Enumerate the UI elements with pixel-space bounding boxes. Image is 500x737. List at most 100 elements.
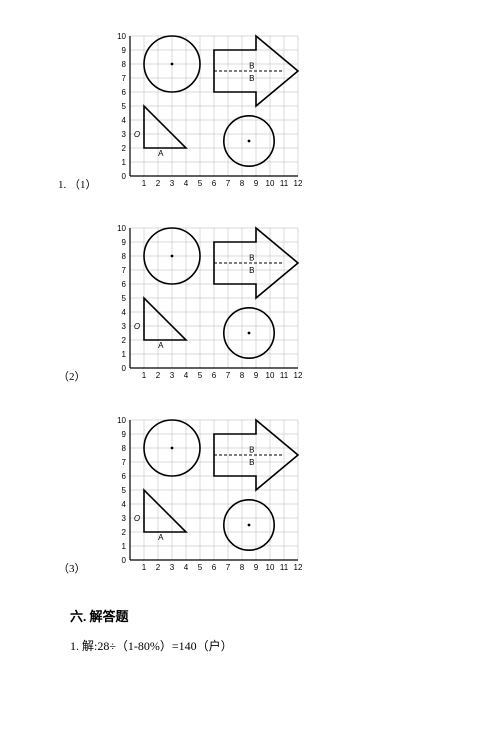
circle-center-dot — [248, 524, 251, 527]
y-tick-label: 5 — [122, 294, 127, 303]
x-tick-label: 2 — [156, 179, 161, 188]
y-tick-label: 3 — [122, 322, 127, 331]
triangle-shape — [144, 106, 186, 148]
y-tick-label: 3 — [122, 514, 127, 523]
triangle-shape — [144, 298, 186, 340]
x-tick-label: 6 — [212, 179, 217, 188]
answer-text: 1. 解:28÷（1-80%）=140（户） — [70, 637, 500, 654]
triangle-shape — [144, 490, 186, 532]
y-tick-label: 7 — [122, 74, 127, 83]
y-tick-label: 6 — [122, 88, 127, 97]
x-tick-label: 3 — [170, 563, 175, 572]
y-tick-label: 7 — [122, 458, 127, 467]
y-tick-label: 9 — [122, 46, 127, 55]
label-A: A — [158, 533, 164, 542]
label-B-upper: B — [249, 253, 254, 262]
x-tick-label: 3 — [170, 179, 175, 188]
y-tick-label: 10 — [117, 224, 126, 233]
x-tick-label: 9 — [254, 371, 259, 380]
x-tick-label: 11 — [280, 179, 289, 188]
origin-label: 0 — [122, 364, 127, 373]
y-tick-label: 7 — [122, 266, 127, 275]
x-tick-label: 9 — [254, 563, 259, 572]
grid-diagram: 123456789100123456789101112AOBB — [110, 30, 304, 192]
y-tick-label: 2 — [122, 144, 127, 153]
y-tick-label: 4 — [122, 308, 127, 317]
circle-center-dot — [248, 332, 251, 335]
label-B-lower: B — [249, 74, 254, 83]
x-tick-label: 10 — [266, 563, 275, 572]
x-tick-label: 5 — [198, 179, 203, 188]
x-tick-label: 9 — [254, 179, 259, 188]
circle-center-dot — [248, 140, 251, 143]
circle-center-dot — [171, 63, 174, 66]
x-tick-label: 7 — [226, 371, 231, 380]
label-B-lower: B — [249, 266, 254, 275]
y-tick-label: 8 — [122, 444, 127, 453]
label-B-upper: B — [249, 61, 254, 70]
y-tick-label: 5 — [122, 486, 127, 495]
figure-label: 1. （1） — [58, 176, 97, 192]
y-tick-label: 3 — [122, 130, 127, 139]
y-tick-label: 4 — [122, 116, 127, 125]
x-tick-label: 7 — [226, 179, 231, 188]
circle-center-dot — [171, 447, 174, 450]
label-O: O — [134, 130, 140, 139]
x-tick-label: 1 — [142, 179, 147, 188]
x-tick-label: 11 — [280, 563, 289, 572]
grid-diagram: 123456789100123456789101112AOBB — [110, 222, 304, 384]
x-tick-label: 1 — [142, 563, 147, 572]
figure-block: （3）123456789100123456789101112AOBB — [110, 414, 500, 576]
y-tick-label: 8 — [122, 60, 127, 69]
x-tick-label: 10 — [266, 179, 275, 188]
y-tick-label: 2 — [122, 528, 127, 537]
figure-block: （2）123456789100123456789101112AOBB — [110, 222, 500, 384]
label-B-lower: B — [249, 458, 254, 467]
x-tick-label: 2 — [156, 371, 161, 380]
x-tick-label: 1 — [142, 371, 147, 380]
y-tick-label: 2 — [122, 336, 127, 345]
label-B-upper: B — [249, 445, 254, 454]
x-tick-label: 5 — [198, 563, 203, 572]
x-tick-label: 12 — [294, 371, 303, 380]
y-tick-label: 1 — [122, 542, 127, 551]
x-tick-label: 6 — [212, 371, 217, 380]
x-tick-label: 8 — [240, 371, 245, 380]
circle-center-dot — [171, 255, 174, 258]
x-tick-label: 4 — [184, 371, 189, 380]
figure-label: （3） — [58, 560, 86, 576]
x-tick-label: 8 — [240, 563, 245, 572]
y-tick-label: 6 — [122, 472, 127, 481]
y-tick-label: 8 — [122, 252, 127, 261]
x-tick-label: 11 — [280, 371, 289, 380]
grid-diagram: 123456789100123456789101112AOBB — [110, 414, 304, 576]
x-tick-label: 6 — [212, 563, 217, 572]
y-tick-label: 6 — [122, 280, 127, 289]
section-heading: 六. 解答题 — [70, 606, 500, 625]
origin-label: 0 — [122, 172, 127, 181]
figure-block: 1. （1）123456789100123456789101112AOBB — [110, 30, 500, 192]
y-tick-label: 1 — [122, 350, 127, 359]
x-tick-label: 10 — [266, 371, 275, 380]
y-tick-label: 1 — [122, 158, 127, 167]
x-tick-label: 5 — [198, 371, 203, 380]
figure-label: （2） — [58, 368, 86, 384]
x-tick-label: 7 — [226, 563, 231, 572]
y-tick-label: 9 — [122, 238, 127, 247]
x-tick-label: 3 — [170, 371, 175, 380]
y-tick-label: 9 — [122, 430, 127, 439]
label-A: A — [158, 341, 164, 350]
label-O: O — [134, 514, 140, 523]
x-tick-label: 4 — [184, 563, 189, 572]
x-tick-label: 8 — [240, 179, 245, 188]
x-tick-label: 2 — [156, 563, 161, 572]
y-tick-label: 10 — [117, 416, 126, 425]
y-tick-label: 4 — [122, 500, 127, 509]
label-A: A — [158, 149, 164, 158]
y-tick-label: 5 — [122, 102, 127, 111]
label-O: O — [134, 322, 140, 331]
origin-label: 0 — [122, 556, 127, 565]
x-tick-label: 12 — [294, 563, 303, 572]
x-tick-label: 12 — [294, 179, 303, 188]
x-tick-label: 4 — [184, 179, 189, 188]
